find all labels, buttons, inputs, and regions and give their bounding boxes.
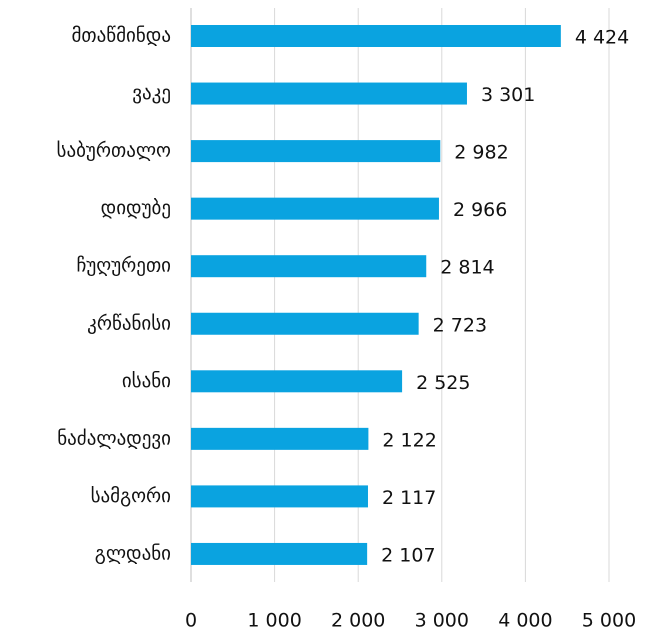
value-label: 2 107 — [381, 544, 435, 566]
y-tick-label: ჩუღურეთი — [76, 255, 171, 277]
value-label: 3 301 — [481, 84, 535, 106]
bar — [191, 25, 561, 47]
value-label: 2 814 — [440, 257, 494, 279]
value-label: 2 525 — [416, 372, 470, 394]
bar — [191, 255, 427, 278]
bar — [191, 82, 467, 105]
y-tick-label: ვაკე — [132, 82, 171, 104]
value-label: 2 122 — [382, 429, 436, 451]
x-tick-label: 2 000 — [331, 610, 385, 632]
x-tick-label: 0 — [185, 610, 197, 632]
bar — [191, 312, 419, 335]
y-tick-label: დიდუბე — [101, 197, 171, 219]
y-tick-label: მთაწმინდა — [72, 25, 172, 47]
bar — [191, 542, 368, 565]
y-tick-label: კრწანისი — [87, 312, 171, 334]
value-label: 2 982 — [454, 142, 508, 164]
value-label: 2 723 — [433, 314, 487, 336]
value-label: 2 117 — [382, 487, 436, 509]
x-tick-label: 4 000 — [498, 610, 552, 632]
bar — [191, 140, 441, 163]
y-tick-label: საბურთალო — [57, 140, 172, 162]
bar — [191, 485, 368, 508]
value-label: 4 424 — [575, 27, 629, 49]
y-tick-label: სამგორი — [91, 485, 171, 507]
x-tick-label: 5 000 — [582, 610, 636, 632]
bar — [191, 370, 403, 393]
y-tick-label: ნაძალადევი — [57, 427, 171, 449]
x-tick-label: 3 000 — [415, 610, 469, 632]
x-tick-label: 1 000 — [247, 610, 301, 632]
bar — [191, 197, 439, 220]
value-label: 2 966 — [453, 199, 507, 221]
bar — [191, 427, 369, 450]
y-tick-label: გლდანი — [95, 542, 171, 564]
y-tick-label: ისანი — [122, 370, 171, 392]
